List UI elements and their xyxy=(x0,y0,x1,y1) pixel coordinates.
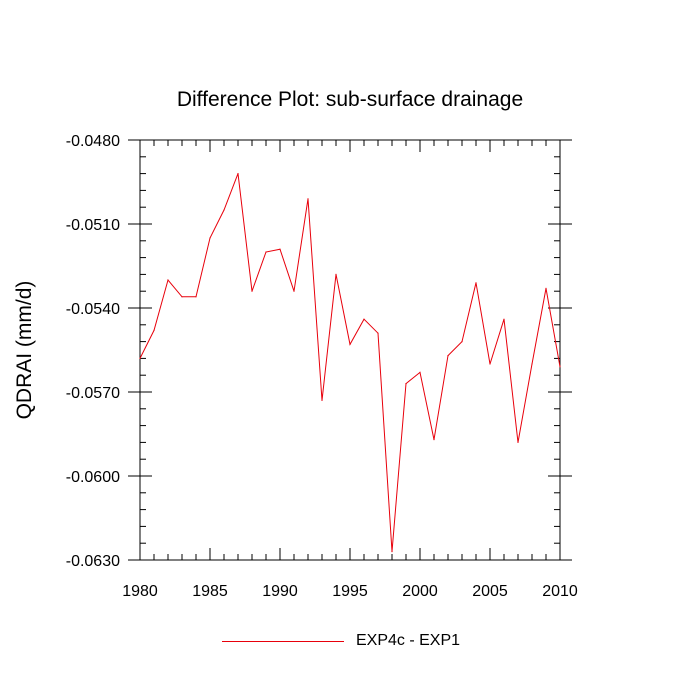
data-point xyxy=(489,363,491,365)
data-point xyxy=(377,332,379,334)
data-point xyxy=(461,341,463,343)
data-point xyxy=(405,383,407,385)
data-point xyxy=(195,296,197,298)
data-point xyxy=(209,237,211,239)
data-point xyxy=(237,173,239,175)
data-point xyxy=(307,198,309,200)
data-point xyxy=(293,290,295,292)
data-point xyxy=(349,343,351,345)
data-point xyxy=(335,273,337,275)
data-point xyxy=(433,439,435,441)
data-point xyxy=(181,296,183,298)
data-point xyxy=(153,329,155,331)
data-point xyxy=(139,357,141,359)
plot-frame xyxy=(139,139,561,561)
data-point xyxy=(321,399,323,401)
y-tick-labels: -0.0480 -0.0510 -0.0540 -0.0570 -0.0600 -0.06… xyxy=(66,133,120,570)
y-tick-label: -0.0480 xyxy=(66,133,120,150)
data-point xyxy=(447,355,449,357)
data-point xyxy=(167,279,169,281)
x-tick-label: 2010 xyxy=(542,583,578,600)
x-tick-label: 1995 xyxy=(332,583,368,600)
x-tick-label: 2005 xyxy=(472,583,508,600)
series-layer xyxy=(139,173,561,553)
x-tick-label: 1990 xyxy=(262,583,298,600)
data-point xyxy=(503,318,505,320)
x-tick-label: 2000 xyxy=(402,583,438,600)
x-tick-label: 1980 xyxy=(122,583,158,600)
data-point xyxy=(419,371,421,373)
data-point xyxy=(223,209,225,211)
legend: EXP4c - EXP1 xyxy=(222,628,460,654)
data-point xyxy=(363,318,365,320)
data-point xyxy=(517,441,519,443)
data-point xyxy=(265,251,267,253)
legend-label: EXP4c - EXP1 xyxy=(356,632,461,649)
axis-ticks xyxy=(128,139,572,561)
data-point xyxy=(559,366,561,368)
y-tick-label: -0.0630 xyxy=(66,553,120,570)
y-tick-label: -0.0570 xyxy=(66,385,120,402)
series-line xyxy=(139,173,561,552)
y-tick-label: -0.0600 xyxy=(66,469,120,486)
data-point xyxy=(475,282,477,284)
x-tick-label: 1985 xyxy=(192,583,228,600)
y-tick-label: -0.0540 xyxy=(66,301,120,318)
x-tick-labels: 1980 1985 1990 1995 2000 2005 2010 xyxy=(122,583,578,600)
data-point xyxy=(251,290,253,292)
data-point xyxy=(545,287,547,289)
y-tick-label: -0.0510 xyxy=(66,217,120,234)
data-point xyxy=(279,248,281,250)
data-point xyxy=(531,363,533,365)
data-point xyxy=(391,551,393,553)
legend-line-swatch xyxy=(222,640,344,642)
chart-title: Difference Plot: sub-surface drainage xyxy=(176,88,524,111)
